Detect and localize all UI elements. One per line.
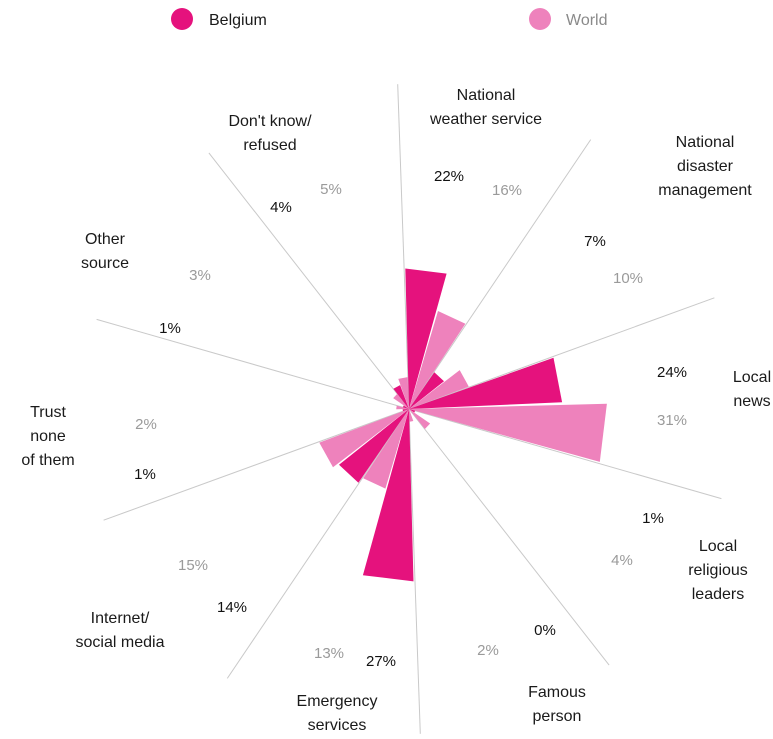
value-label-belgium: 14% — [217, 599, 247, 616]
category-label-line: refused — [243, 137, 296, 154]
value-label-belgium: 1% — [159, 320, 181, 337]
category-label-line: Local — [699, 538, 737, 555]
legend-dot-belgium — [171, 8, 193, 30]
category-label-line: social media — [76, 634, 165, 651]
category-label-line: disaster — [677, 158, 734, 175]
category-label-line: news — [733, 393, 770, 410]
bar-belgium — [402, 409, 409, 412]
category-label: Famous person — [528, 684, 586, 725]
spoke-line — [408, 408, 722, 500]
spoke-line — [408, 408, 421, 734]
bar-belgium — [409, 409, 416, 413]
category-label-line: services — [308, 717, 367, 734]
category-label-line: Trust — [30, 404, 66, 421]
category-label-line: Other — [85, 231, 126, 248]
category-label: Trust none of them — [21, 404, 74, 469]
value-label-world: 31% — [657, 412, 687, 429]
category-label: Other source — [81, 231, 129, 272]
category-label: National disaster management — [658, 134, 752, 199]
bar-world — [409, 403, 607, 462]
legend: Belgium World — [171, 8, 608, 30]
category-label-line: National — [457, 87, 516, 104]
category-label: Local news — [733, 369, 771, 410]
bar-world — [409, 409, 431, 429]
value-label-world: 5% — [320, 181, 342, 198]
value-label-world: 3% — [189, 267, 211, 284]
category-label: Internet/social media — [76, 610, 165, 651]
spoke-line — [397, 84, 410, 410]
value-label-belgium: 1% — [134, 466, 156, 483]
legend-label-belgium: Belgium — [209, 12, 267, 29]
value-label-belgium: 4% — [270, 199, 292, 216]
category-label-line: none — [30, 428, 66, 445]
spoke-line — [226, 408, 410, 679]
bar-belgium — [362, 409, 414, 582]
spoke-line — [408, 297, 715, 410]
category-label: Local religious leaders — [688, 538, 748, 603]
bar-world — [363, 409, 409, 489]
value-label-belgium: 22% — [434, 168, 464, 185]
value-label-world: 15% — [178, 557, 208, 574]
legend-dot-world — [529, 8, 551, 30]
bars — [319, 268, 607, 582]
value-label-world: 13% — [314, 645, 344, 662]
category-label-line: Famous — [528, 684, 586, 701]
spoke-lines — [96, 84, 722, 734]
category-label-line: source — [81, 255, 129, 272]
value-labels: 22% 16% 7% 10% 24% 31% 1% 4% 0% 2% 27% 13% 14% 15% 1% 2… — [134, 168, 687, 670]
category-label: National weather service — [429, 87, 542, 128]
bar-world — [393, 394, 409, 409]
category-label-line: Local — [733, 369, 771, 386]
category-label-line: management — [658, 182, 752, 199]
category-label-line: Emergency — [297, 693, 378, 710]
spoke-line — [408, 139, 592, 410]
value-label-belgium: 7% — [584, 233, 606, 250]
value-label-world: 16% — [492, 182, 522, 199]
value-label-world: 10% — [613, 270, 643, 287]
bar-belgium — [409, 357, 563, 409]
spoke-line — [96, 318, 410, 410]
spoke-line — [208, 152, 410, 410]
category-label-line: Don't know/ — [228, 113, 312, 130]
spoke-line — [408, 408, 610, 666]
category-label-line: Internet/ — [91, 610, 150, 627]
value-label-world: 2% — [135, 416, 157, 433]
category-label-line: person — [533, 708, 582, 725]
value-label-world: 4% — [611, 552, 633, 569]
value-label-belgium: 27% — [366, 653, 396, 670]
category-label: Don't know/refused — [228, 113, 312, 154]
bar-world — [409, 409, 414, 422]
bar-world — [396, 405, 409, 410]
spoke-line — [103, 408, 410, 521]
bar-belgium — [393, 385, 409, 409]
category-labels: National weather service National disaster m… — [21, 87, 771, 734]
category-label-line: leaders — [692, 586, 744, 603]
legend-label-world: World — [566, 12, 608, 29]
bar-belgium — [409, 372, 444, 409]
bar-belgium — [405, 268, 447, 409]
category-label: Emergency services — [297, 693, 378, 734]
bar-belgium — [402, 405, 409, 409]
bar-world — [409, 311, 466, 409]
category-label-line: religious — [688, 562, 748, 579]
value-label-belgium: 24% — [657, 364, 687, 381]
category-label-line: weather service — [429, 111, 542, 128]
value-label-belgium: 0% — [534, 622, 556, 639]
category-label-line: National — [676, 134, 735, 151]
value-label-belgium: 1% — [642, 510, 664, 527]
bar-world — [398, 377, 409, 409]
bar-world — [409, 370, 469, 409]
category-label-line: of them — [21, 452, 74, 469]
bar-world — [319, 409, 409, 468]
value-label-world: 2% — [477, 642, 499, 659]
bar-belgium — [339, 409, 409, 483]
